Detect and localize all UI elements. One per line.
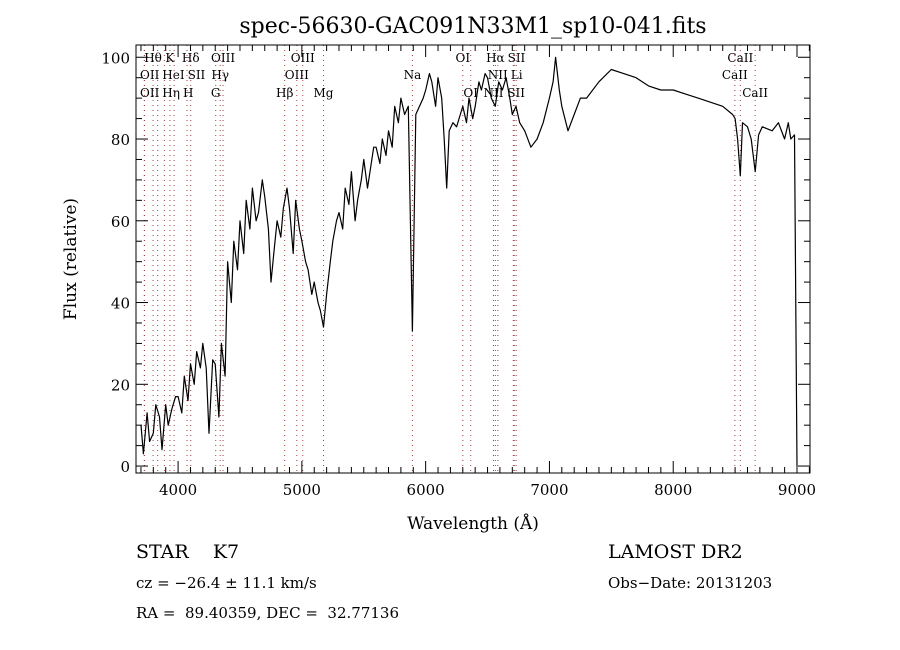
spectral-line-label: SII xyxy=(188,68,206,82)
spectral-line-label: Hη xyxy=(162,86,180,100)
spectral-line-label: Na xyxy=(404,68,422,82)
x-tick-label: 5000 xyxy=(283,481,321,499)
plot-frame xyxy=(135,44,811,474)
spectral-line-label: SII xyxy=(508,51,526,65)
object-class: STAR K7 xyxy=(136,541,240,563)
y-tick-label: 0 xyxy=(120,458,130,476)
x-tick-label: 4000 xyxy=(159,481,197,499)
spectral-line-label: OI xyxy=(463,86,478,100)
ra-dec-coords: RA = 89.40359, DEC = 32.77136 xyxy=(136,604,400,622)
chart-title: spec-56630-GAC091N33M1_sp10-041.fits xyxy=(239,14,706,39)
spectral-line-label: OIII xyxy=(291,51,315,65)
x-tick-label: 7000 xyxy=(530,481,568,499)
redshift-cz: cz = −26.4 ± 11.1 km/s xyxy=(136,574,317,592)
spectral-line-label: OIII xyxy=(211,51,235,65)
spectral-line-label: CaII xyxy=(722,68,748,82)
y-tick-label: 20 xyxy=(111,376,130,394)
series-group xyxy=(140,56,798,467)
spectral-line-label: Hδ xyxy=(182,51,200,65)
y-tick-label: 60 xyxy=(111,213,130,231)
survey-label: LAMOST DR2 xyxy=(608,541,743,563)
spectral-line-label: CaII xyxy=(727,51,753,65)
spectral-line-label: Mg xyxy=(314,86,334,100)
x-axis-label: Wavelength (Å) xyxy=(407,513,539,534)
y-axis-label: Flux (relative) xyxy=(61,198,81,320)
spectral-line-label: Hγ xyxy=(211,68,229,82)
spectral-line-label: Li xyxy=(511,68,523,82)
spectral-line-label: OI xyxy=(456,51,471,65)
spectral-line-label: Hθ xyxy=(144,51,162,65)
spectral-line-label: G xyxy=(211,86,221,100)
obs-date: Obs−Date: 20131203 xyxy=(608,574,773,592)
spectral-line-label: Hβ xyxy=(276,86,293,100)
spectrum-line xyxy=(140,56,798,467)
spectral-line-label: NII xyxy=(488,68,508,82)
spectral-line-label: H xyxy=(183,86,193,100)
x-tick-label: 8000 xyxy=(654,481,692,499)
axes: 4000 5000 6000 7000 8000 9000 0 20 40 60 80 100 xyxy=(101,45,816,499)
spectral-line-label: SII xyxy=(507,86,525,100)
spectral-line-label: OII xyxy=(140,86,160,100)
y-tick-label: 40 xyxy=(111,295,130,313)
spectral-line-label: OIII xyxy=(285,68,309,82)
y-tick-label: 100 xyxy=(101,49,130,67)
x-tick-label: 6000 xyxy=(407,481,445,499)
spectral-line-label: Hα xyxy=(486,51,505,65)
spectral-line-label: CaII xyxy=(742,86,768,100)
x-tick-label: 9000 xyxy=(778,481,816,499)
spectral-line-label: OII xyxy=(140,68,160,82)
spectral-line-label: K xyxy=(165,51,175,65)
y-tick-label: 80 xyxy=(111,131,130,149)
spectral-line-label: NII xyxy=(484,86,504,100)
spectral-line-label: HeI xyxy=(162,68,185,82)
